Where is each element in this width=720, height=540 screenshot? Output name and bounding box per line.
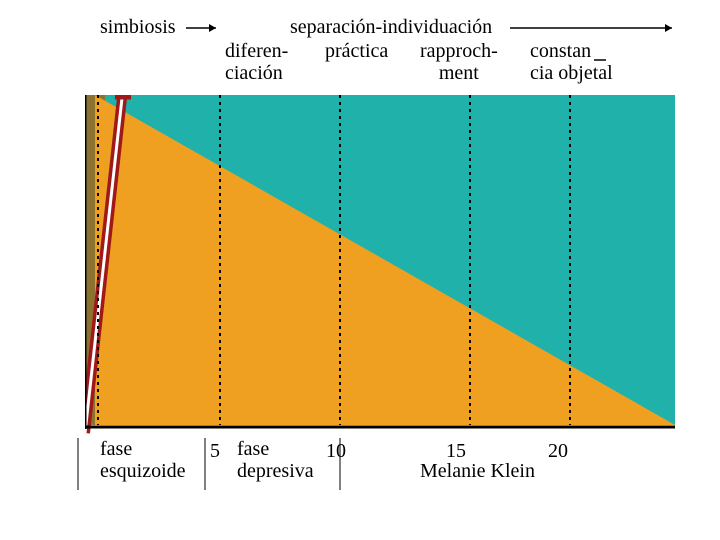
tick-20: 20	[548, 440, 568, 463]
tick-5: 5	[210, 440, 220, 463]
tick-10: 10	[326, 440, 346, 463]
label-fase-esq: fase esquizoide	[100, 438, 186, 482]
label-melanie-klein: Melanie Klein	[420, 460, 535, 483]
label-fase-dep: fase depresiva	[237, 438, 314, 482]
